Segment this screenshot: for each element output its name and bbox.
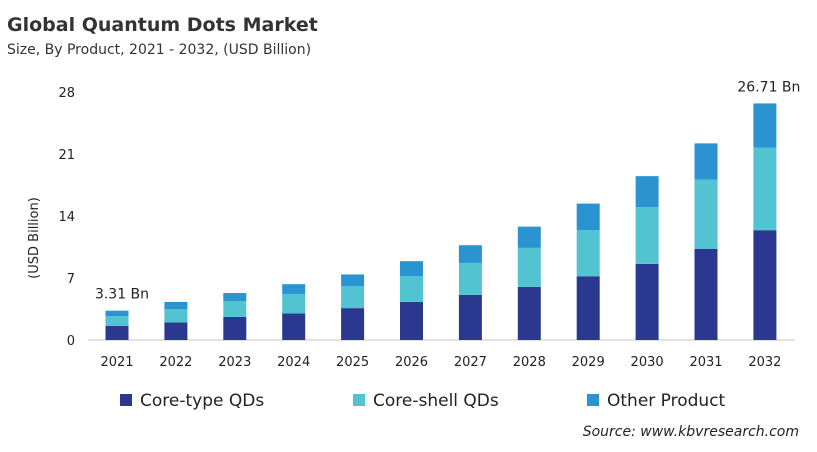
- bar-segment-other-product-2026: [400, 261, 423, 277]
- legend-swatch: [353, 394, 365, 406]
- bar-segment-core-shell-qds-2027: [458, 262, 482, 295]
- bar-segment-core-shell-qds-2031: [694, 179, 718, 249]
- legend-swatch: [587, 394, 599, 406]
- bar-segment-core-shell-qds-2023: [223, 301, 247, 317]
- legend-label: Core-shell QDs: [373, 391, 499, 411]
- bar-segment-core-shell-qds-2025: [341, 285, 365, 309]
- bar-segment-other-product-2023: [223, 293, 247, 302]
- bar-segment-other-product-2022: [164, 301, 188, 309]
- x-tick-label: 2024: [277, 355, 310, 370]
- x-tick-label: 2028: [513, 355, 546, 370]
- bar-segment-core-shell-qds-2030: [635, 207, 659, 264]
- bar-segment-other-product-2021: [105, 310, 129, 317]
- bar-segment-core-type-qds-2029: [576, 276, 600, 340]
- legend-swatch: [120, 394, 132, 406]
- legend-label: Other Product: [607, 391, 726, 411]
- bar-segment-core-type-qds-2026: [400, 301, 423, 340]
- bar-segment-other-product-2032: [753, 103, 777, 148]
- x-tick-label: 2029: [572, 355, 605, 370]
- y-tick-label: 14: [58, 210, 75, 225]
- bar-segment-core-shell-qds-2021: [105, 316, 129, 326]
- bar-segment-core-type-qds-2022: [164, 322, 188, 340]
- bar-segment-core-type-qds-2028: [517, 286, 541, 340]
- x-tick-label: 2031: [689, 355, 722, 370]
- bar-segment-other-product-2031: [694, 143, 718, 180]
- x-tick-label: 2021: [100, 355, 133, 370]
- bar-segment-core-type-qds-2031: [694, 248, 718, 340]
- y-axis-label: (USD Billion): [27, 197, 42, 279]
- bar-segment-core-shell-qds-2032: [753, 147, 777, 231]
- x-tick-label: 2032: [748, 355, 781, 370]
- bar-segment-core-type-qds-2023: [223, 316, 247, 340]
- data-label-total-2021: 3.31 Bn: [95, 287, 149, 303]
- bar-segment-other-product-2024: [282, 284, 306, 294]
- bar-segment-other-product-2028: [517, 226, 541, 248]
- x-tick-label: 2027: [454, 355, 487, 370]
- x-tick-label: 2022: [159, 355, 192, 370]
- bar-segment-core-shell-qds-2022: [164, 309, 188, 323]
- chart-subtitle: Size, By Product, 2021 - 2032, (USD Bill…: [7, 42, 312, 58]
- bar-segment-core-type-qds-2030: [635, 263, 659, 340]
- y-tick-label: 0: [67, 334, 75, 349]
- bar-segment-core-type-qds-2024: [282, 313, 306, 340]
- x-tick-label: 2025: [336, 355, 369, 370]
- bar-segment-core-type-qds-2025: [341, 308, 365, 340]
- x-tick-label: 2026: [395, 355, 428, 370]
- chart-title: Global Quantum Dots Market: [7, 14, 318, 36]
- bar-segment-other-product-2027: [458, 245, 482, 263]
- bar-segment-core-type-qds-2021: [105, 325, 129, 340]
- y-tick-label: 21: [58, 148, 75, 163]
- x-tick-label: 2023: [218, 355, 251, 370]
- bar-segment-core-type-qds-2032: [753, 230, 777, 340]
- source-note: Source: www.kbvresearch.com: [582, 424, 799, 440]
- bar-segment-core-shell-qds-2028: [517, 247, 541, 287]
- bar-segment-core-type-qds-2027: [458, 294, 482, 340]
- legend-label: Core-type QDs: [140, 391, 264, 411]
- bar-segment-core-shell-qds-2026: [400, 276, 423, 302]
- bar-segment-other-product-2025: [341, 274, 365, 286]
- bar-segment-core-shell-qds-2029: [576, 230, 600, 277]
- y-tick-label: 28: [58, 86, 75, 101]
- data-label-total-2032: 26.71 Bn: [737, 79, 800, 95]
- bar-segment-other-product-2030: [635, 176, 659, 208]
- y-tick-label: 7: [67, 272, 75, 287]
- bar-segment-other-product-2029: [576, 203, 600, 231]
- x-tick-label: 2030: [631, 355, 664, 370]
- bar-segment-core-shell-qds-2024: [282, 293, 306, 314]
